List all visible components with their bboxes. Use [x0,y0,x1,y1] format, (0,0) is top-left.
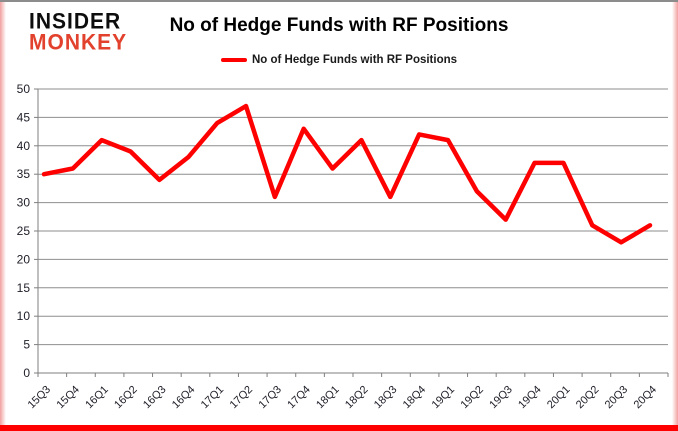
legend-label: No of Hedge Funds with RF Positions [251,54,458,66]
svg-text:19Q2: 19Q2 [458,384,486,412]
logo-word-insider: INSIDER [29,9,122,34]
svg-text:20: 20 [17,252,31,266]
svg-text:16Q4: 16Q4 [170,384,198,412]
svg-text:16Q3: 16Q3 [141,384,169,412]
svg-text:16Q1: 16Q1 [83,384,111,412]
svg-text:17Q3: 17Q3 [256,384,284,412]
svg-text:18Q2: 18Q2 [343,384,371,412]
svg-text:35: 35 [17,167,31,181]
svg-text:40: 40 [17,139,31,153]
svg-text:20Q3: 20Q3 [603,384,631,412]
chart-title: No of Hedge Funds with RF Positions [169,15,509,36]
svg-text:25: 25 [17,224,31,238]
svg-text:20Q4: 20Q4 [632,384,660,412]
svg-text:19Q3: 19Q3 [487,384,515,412]
svg-text:16Q2: 16Q2 [112,384,140,412]
svg-text:0: 0 [23,366,30,380]
bottom-red-bar [0,425,678,431]
svg-text:30: 30 [17,196,31,210]
insider-monkey-logo: INSIDER MONKEY [29,9,128,55]
legend-line-swatch [220,58,247,62]
svg-text:15Q3: 15Q3 [26,384,54,412]
svg-text:10: 10 [17,309,31,323]
svg-text:50: 50 [17,82,31,96]
svg-text:19Q1: 19Q1 [430,384,458,412]
svg-text:17Q2: 17Q2 [228,384,256,412]
svg-text:18Q1: 18Q1 [314,384,342,412]
svg-text:18Q3: 18Q3 [372,384,400,412]
legend: No of Hedge Funds with RF Positions [0,54,678,66]
svg-text:45: 45 [17,110,31,124]
svg-text:15: 15 [17,281,31,295]
svg-text:5: 5 [23,338,30,352]
svg-text:17Q1: 17Q1 [199,384,227,412]
svg-text:15Q4: 15Q4 [54,384,82,412]
logo-word-monkey: MONKEY [29,30,128,55]
svg-text:20Q2: 20Q2 [574,384,602,412]
svg-text:19Q4: 19Q4 [516,384,544,412]
svg-text:18Q4: 18Q4 [401,384,429,412]
svg-text:17Q4: 17Q4 [285,384,313,412]
svg-text:20Q1: 20Q1 [545,384,573,412]
